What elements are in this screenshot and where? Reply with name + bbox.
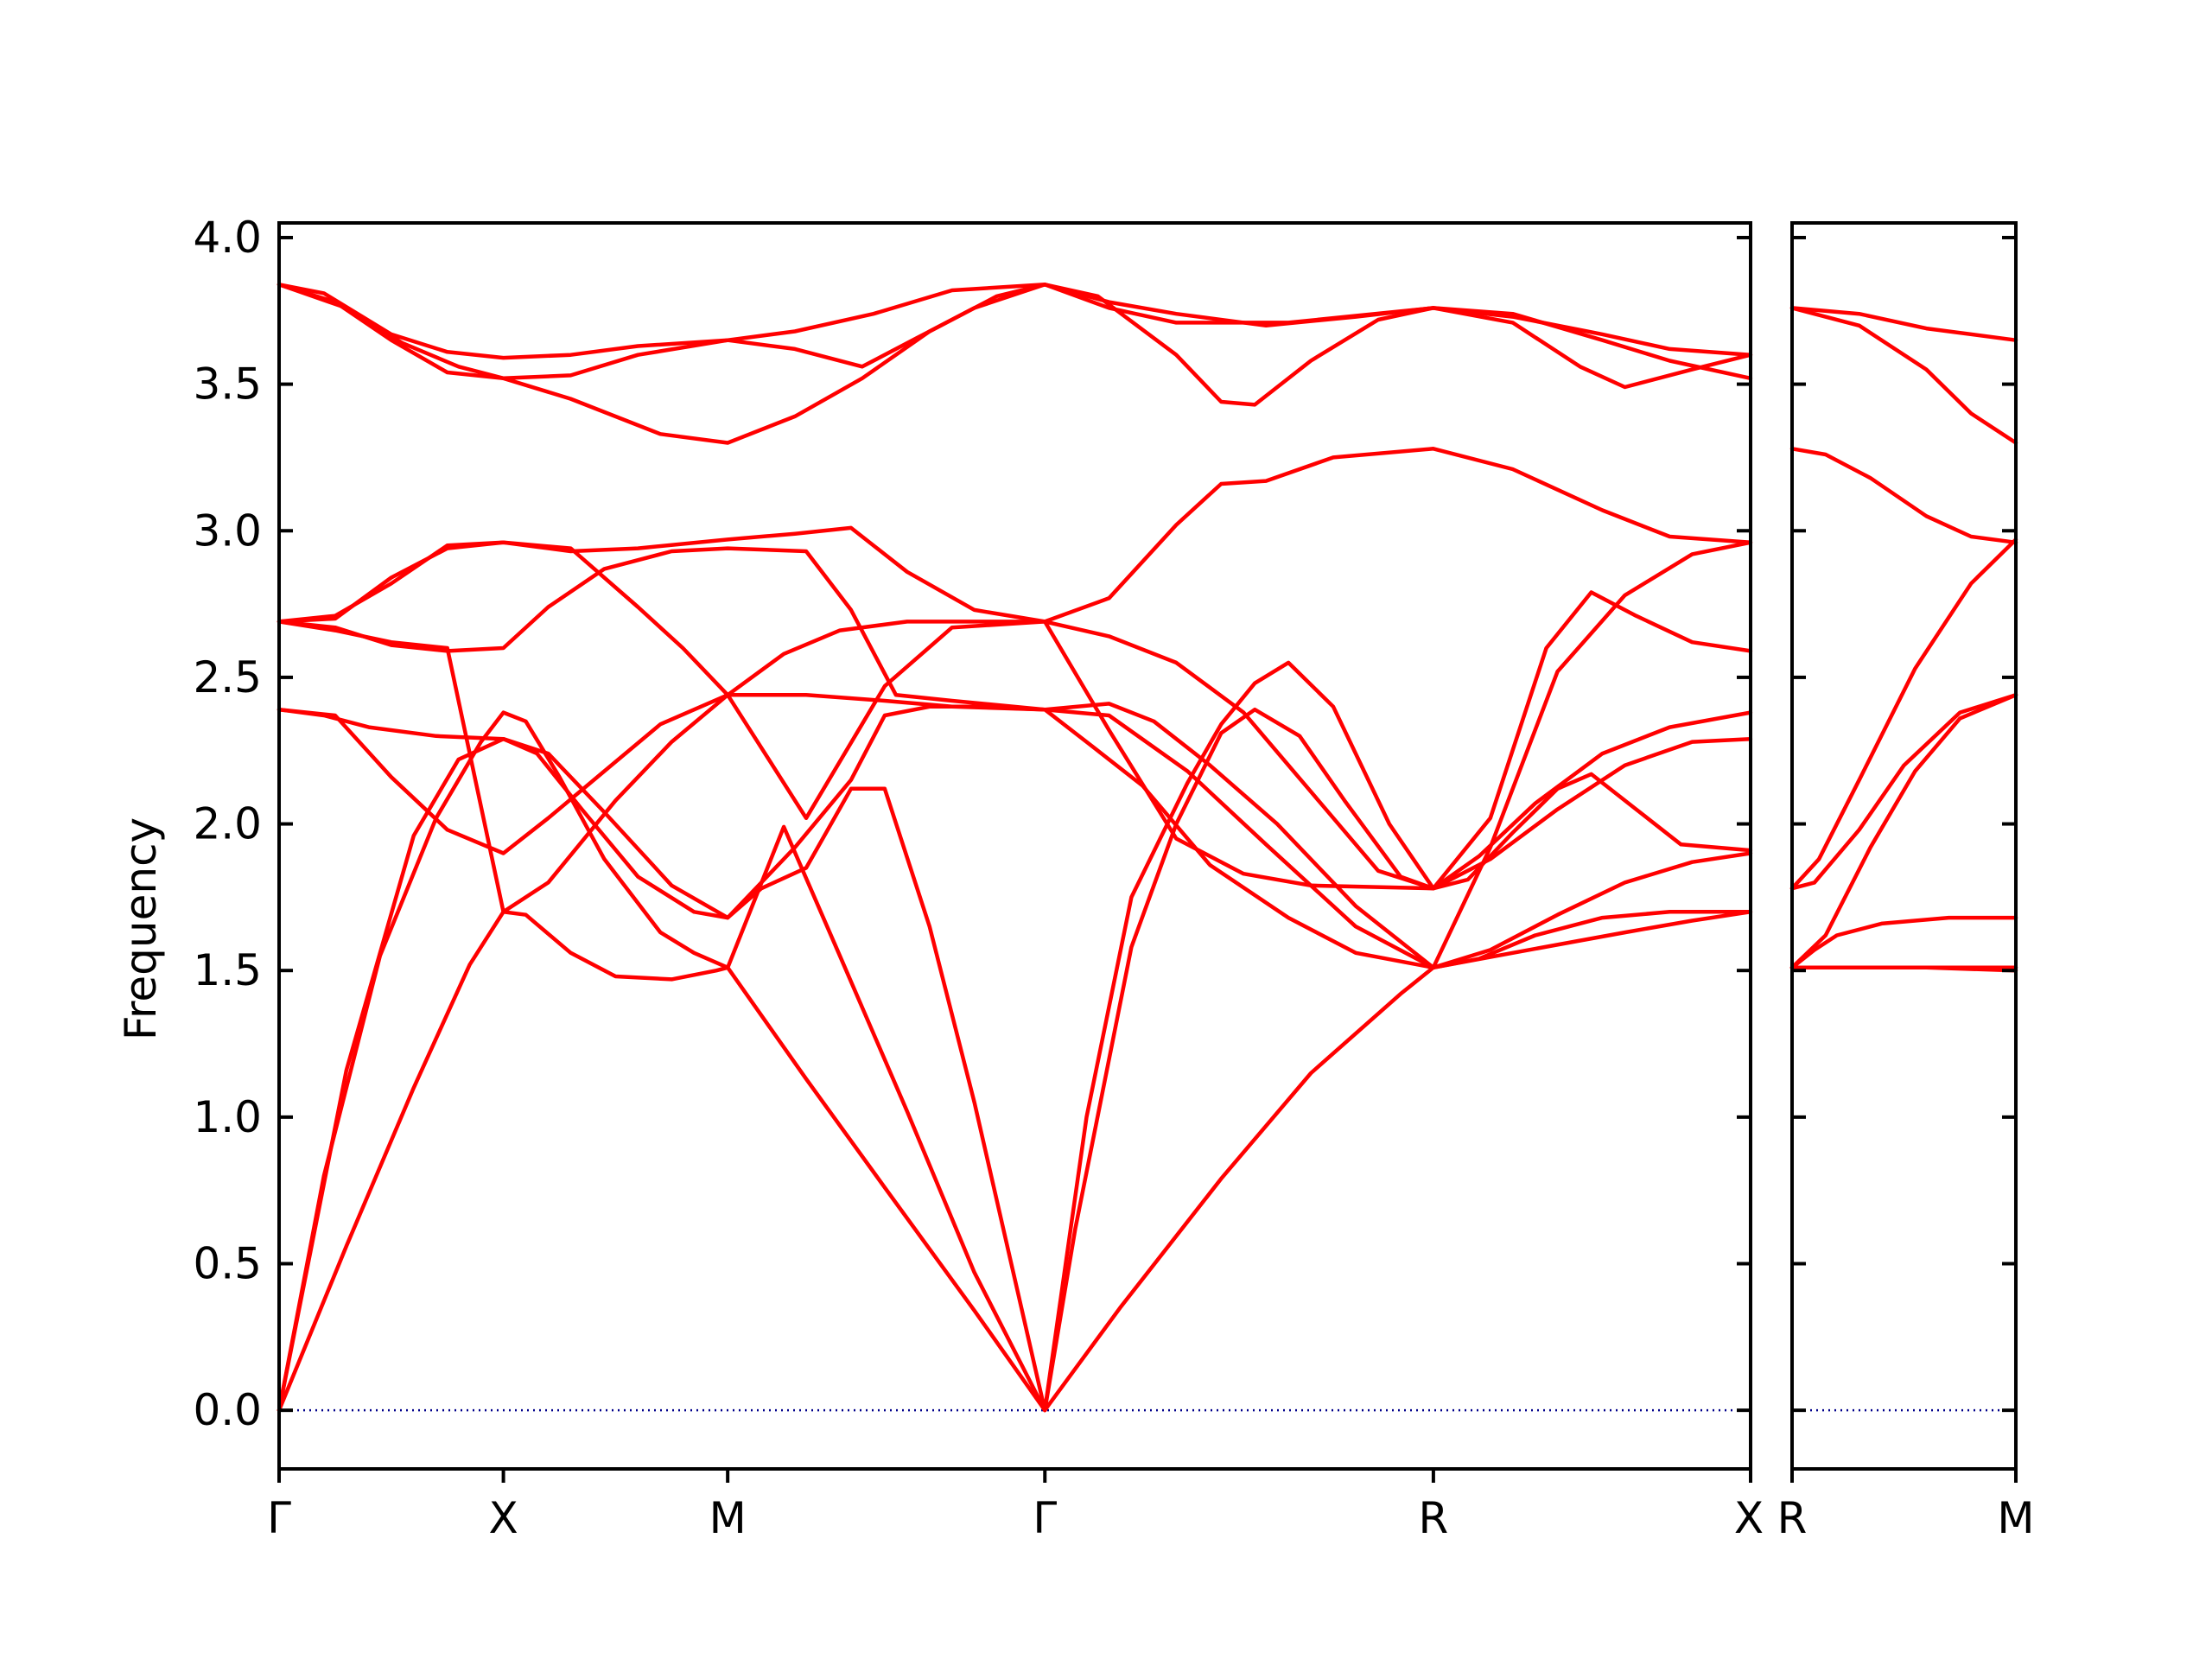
band-3: [1789, 915, 2018, 970]
band-7: [1789, 447, 2018, 545]
band-lines-right: [1789, 306, 2018, 1412]
band-10: [276, 283, 1753, 360]
high-symmetry-label: X: [1734, 1493, 1764, 1543]
band-8: [276, 525, 1753, 891]
band-6: [276, 620, 1753, 914]
band-7: [276, 447, 1753, 821]
high-symmetry-label: M: [709, 1493, 747, 1543]
y-axis-label: Frequency: [116, 817, 166, 1040]
y-tick-label: 3.5: [193, 359, 262, 410]
y-axis-ticks-main: 0.0 0.5 1.0 1.5 2.0 2.5 3.0 3.5 4.0: [193, 213, 1751, 1435]
y-tick-label: 1.5: [193, 945, 262, 995]
y-tick-label: 0.5: [193, 1238, 262, 1288]
band-11: [276, 283, 1753, 407]
band-9: [276, 540, 1753, 970]
band-8: [1789, 306, 2018, 445]
high-symmetry-label: R: [1419, 1493, 1449, 1543]
band-lines-main: [276, 283, 1753, 1413]
band-6: [1789, 537, 2018, 891]
high-symmetry-label: Γ: [1033, 1493, 1057, 1543]
y-tick-label: 0.0: [193, 1385, 262, 1435]
band-5: [276, 693, 1753, 970]
high-symmetry-label: Γ: [267, 1493, 291, 1543]
y-tick-label: 4.0: [193, 213, 262, 263]
y-tick-label: 3.0: [193, 505, 262, 556]
plot-frame-main: [277, 221, 1752, 1471]
band-panel-main: 0.0 0.5 1.0 1.5 2.0 2.5 3.0 3.5 4.0 Γ X M Γ R X: [193, 213, 1764, 1543]
band-5: [1789, 693, 2018, 891]
high-symmetry-label: M: [1997, 1493, 2034, 1543]
y-tick-label: 1.0: [193, 1092, 262, 1142]
band-1: [276, 910, 1753, 1413]
high-symmetry-label: X: [488, 1493, 518, 1543]
band-9: [1789, 306, 2018, 342]
high-symmetry-label: R: [1777, 1493, 1808, 1543]
band-12: [276, 283, 1753, 445]
band-4: [1789, 693, 2018, 970]
band-3: [276, 660, 1753, 1413]
y-tick-label: 2.5: [193, 652, 262, 702]
y-axis-ticks-right: [1792, 235, 2016, 1413]
band-2: [276, 707, 1753, 1413]
plot-frame-right: [1790, 221, 2018, 1471]
y-tick-label: 2.0: [193, 799, 262, 849]
